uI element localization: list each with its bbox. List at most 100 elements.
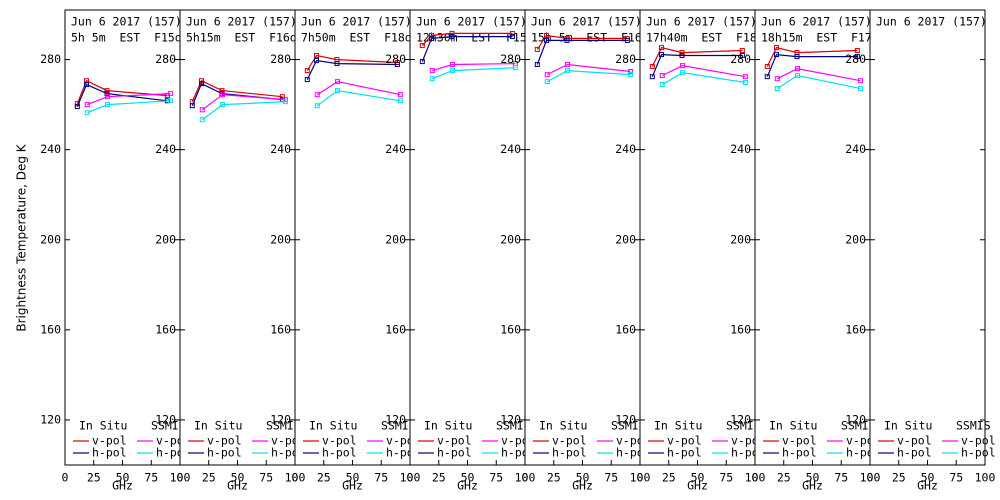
data-point — [429, 35, 435, 41]
data-point — [680, 63, 686, 69]
y-tick-label: 120 — [730, 412, 751, 426]
x-tick-label: 100 — [975, 471, 996, 485]
data-point — [795, 73, 801, 79]
y-tick-label: 200 — [845, 232, 866, 246]
data-point — [794, 54, 800, 60]
y-tick-label: 240 — [730, 142, 751, 156]
series-line — [316, 80, 401, 96]
series-line — [776, 74, 861, 90]
x-tick-label: 50 — [461, 471, 475, 485]
data-point — [534, 62, 540, 68]
y-tick-label: 160 — [730, 322, 751, 336]
series-line — [87, 93, 171, 106]
data-point — [449, 34, 455, 40]
data-point — [565, 62, 571, 68]
data-point — [419, 59, 425, 65]
data-point — [739, 53, 745, 58]
data-point — [509, 30, 515, 36]
plot-area — [419, 30, 518, 82]
x-tick-label: 50 — [691, 471, 705, 485]
data-point — [764, 74, 770, 80]
x-tick-label: 75 — [719, 471, 733, 485]
series-line — [766, 46, 858, 67]
data-point — [534, 46, 540, 52]
y-tick-label: 280 — [615, 52, 636, 66]
panel-titles: Jun 6 2017 (157) 5h15m EST F16des — [186, 15, 311, 45]
x-tick-label: 25 — [317, 471, 331, 485]
x-tick-label: 25 — [87, 471, 101, 485]
panel-subtitle: 18h15m EST F17asc — [761, 31, 893, 45]
legend-label: v-pol — [552, 434, 587, 448]
data-point — [624, 37, 630, 43]
y-tick-label: 240 — [155, 142, 176, 156]
x-tick-label: 0 — [62, 471, 69, 485]
panel: Jun 6 2017 (157) 5h15m EST F16des In Situ S… — [179, 9, 311, 466]
data-point — [565, 68, 571, 74]
panel-title: Jun 6 2017 (157) — [531, 15, 642, 29]
panel-title: Jun 6 2017 (157) — [646, 15, 757, 29]
y-tick-label: 160 — [500, 322, 521, 336]
y-axis-label: Brightness Temperature, Deg K — [15, 143, 29, 331]
y-tick-label: 240 — [845, 142, 866, 156]
legend-label: v-pol — [92, 434, 127, 448]
data-point — [739, 48, 745, 54]
y-tick-label: 200 — [155, 232, 176, 246]
x-tick-label: 100 — [515, 471, 536, 485]
x-tick-label: 100 — [745, 471, 766, 485]
x-tick-label: 50 — [116, 471, 130, 485]
data-point — [854, 48, 860, 54]
data-point — [742, 80, 748, 86]
x-tick-label: 75 — [374, 471, 388, 485]
panel-frame — [754, 9, 871, 466]
x-axis-label: GHz — [802, 479, 823, 493]
series-line — [766, 53, 858, 77]
panel-titles: Jun 6 2017 (157) 7h50m EST F18des — [301, 15, 410, 45]
x-tick-label: 25 — [892, 471, 906, 485]
data-point — [450, 62, 456, 68]
series-line — [547, 69, 631, 83]
data-point — [105, 102, 111, 108]
x-tick-label: 75 — [604, 471, 618, 485]
data-point — [335, 79, 341, 85]
x-tick-label: 100 — [170, 471, 191, 485]
plot-area — [534, 32, 633, 85]
x-tick-label: 0 — [637, 471, 644, 485]
data-point — [679, 53, 685, 58]
x-tick-label: 0 — [407, 471, 414, 485]
data-point — [74, 104, 80, 110]
y-tick-label: 200 — [385, 232, 406, 246]
series-line — [87, 100, 171, 114]
data-point — [419, 43, 425, 49]
data-point — [220, 92, 226, 98]
data-point — [199, 107, 205, 113]
data-point — [742, 74, 748, 80]
series-line — [432, 63, 516, 72]
legend-label: v-pol — [437, 434, 472, 448]
legend-label: v-pol — [322, 434, 357, 448]
data-point — [429, 32, 435, 38]
data-point — [104, 91, 110, 97]
series-line — [421, 32, 513, 47]
panel-title: Jun 6 2017 (157) — [186, 15, 297, 29]
series-line — [76, 83, 168, 107]
panel-subtitle: 5h15m EST F16des — [186, 31, 311, 45]
x-tick-label: 0 — [177, 471, 184, 485]
legend-group: SSMIS — [611, 419, 646, 433]
panel: Jun 6 2017 (157)In Situ SSMISv-polh-polv-… — [869, 9, 996, 466]
data-point — [334, 61, 340, 67]
x-tick-label: 25 — [432, 471, 446, 485]
y-tick-label: 120 — [385, 412, 406, 426]
y-tick-label: 280 — [155, 52, 176, 66]
y-tick-label: 160 — [385, 322, 406, 336]
x-tick-label: 25 — [777, 471, 791, 485]
data-point — [199, 78, 205, 84]
x-tick-label: 75 — [144, 471, 158, 485]
panel-title: Jun 6 2017 (157) — [876, 15, 987, 29]
legend-group: SSMIS — [841, 419, 876, 433]
legend-group: In Situ — [194, 419, 242, 433]
legend-group: In Situ — [424, 419, 472, 433]
panel: Jun 6 2017 (157) 7h50m EST F18des In Situ S… — [294, 9, 421, 466]
legend-label: v-pol — [897, 434, 932, 448]
data-point — [649, 64, 655, 70]
